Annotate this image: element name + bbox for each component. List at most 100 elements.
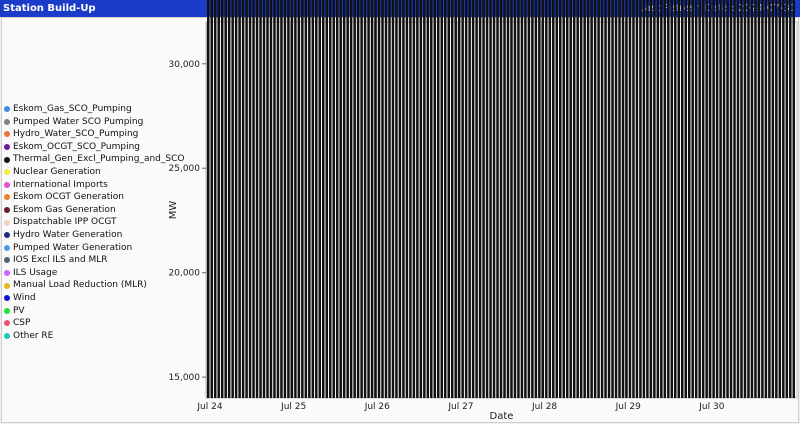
bar-segment [440, 0, 444, 398]
bar-segment [597, 0, 600, 399]
bar-segment [674, 0, 677, 399]
bar-segment [789, 0, 792, 399]
x-tick-label: Jul 28 [531, 402, 557, 412]
bar-segment [503, 0, 506, 398]
bar-segment [384, 0, 388, 398]
bar-segment [667, 0, 670, 399]
bar-segment [269, 0, 273, 399]
bar-segment [252, 0, 255, 398]
bar-segment [715, 0, 719, 398]
legend-item[interactable]: Pumped Water SCO Pumping [4, 116, 172, 129]
bar-segment [356, 0, 360, 399]
x-tick-label: Jul 26 [364, 402, 390, 412]
bar-segment [315, 0, 318, 399]
legend-item[interactable]: IOS Excl ILS and MLR [4, 254, 172, 267]
legend-item[interactable]: Dispatchable IPP OCGT [4, 216, 172, 229]
legend-marker [4, 295, 10, 302]
legend-label: Hydro_Water_SCO_Pumping [13, 129, 139, 140]
legend-label: Manual Load Reduction (MLR) [13, 280, 147, 291]
bar-segment [437, 0, 440, 399]
bar-segment [548, 0, 552, 399]
bar-segment [238, 0, 241, 399]
bar-segment [639, 0, 642, 399]
bar-segment [510, 0, 513, 398]
legend-item[interactable]: Eskom Gas Generation [4, 204, 172, 217]
bar-segment [684, 0, 687, 398]
bar-segment [649, 0, 653, 399]
legend-item[interactable]: Hydro_Water_SCO_Pumping [4, 128, 172, 141]
bar-segment [701, 0, 705, 399]
bar-segment [447, 0, 450, 399]
bar-segment [468, 0, 471, 399]
bar-segment [217, 0, 220, 399]
legend-item[interactable]: Eskom OCGT Generation [4, 191, 172, 204]
bar-segment [294, 0, 297, 398]
bar-segment [304, 0, 308, 399]
bar-segment [572, 0, 576, 399]
bar-segment [541, 0, 545, 399]
legend-label: PV [13, 305, 25, 316]
legend-item[interactable]: Manual Load Reduction (MLR) [4, 279, 172, 292]
legend-item[interactable]: PV [4, 305, 172, 318]
bar-segment [262, 0, 266, 398]
legend-item[interactable]: Eskom_OCGT_SCO_Pumping [4, 141, 172, 154]
bar-segment [454, 0, 457, 399]
bar-segment [750, 0, 754, 398]
legend-marker [4, 307, 10, 314]
legend-marker [4, 169, 10, 176]
bar-segment [349, 0, 353, 399]
bar-segment [632, 0, 635, 398]
legend-item[interactable]: Wind [4, 292, 172, 305]
bar-segment [565, 0, 569, 399]
legend-marker [4, 320, 10, 327]
legend-item[interactable]: CSP [4, 317, 172, 330]
legend-item[interactable]: Thermal_Gen_Excl_Pumping_and_SCO [4, 153, 184, 166]
bar-segment [705, 0, 708, 399]
bar-segment [471, 0, 475, 398]
bar-segment [224, 0, 227, 398]
bar-segment [785, 0, 789, 399]
bar-segment [527, 0, 531, 399]
legend-item[interactable]: Pumped Water Generation [4, 242, 172, 255]
bar-segment [698, 0, 701, 398]
legend-item[interactable]: Nuclear Generation [4, 166, 172, 179]
bar-segment [339, 0, 342, 399]
bar-segment [248, 0, 252, 398]
bar-segment [531, 0, 534, 398]
x-tick-label: Jul 29 [615, 402, 641, 412]
bar-segment [653, 0, 656, 399]
bar-segment [433, 0, 437, 399]
bar-segment [680, 0, 684, 399]
bar-segment [524, 0, 527, 398]
bar-segment [757, 0, 761, 398]
legend-item[interactable]: ILS Usage [4, 267, 172, 280]
bar-segment [353, 0, 356, 398]
legend-marker [4, 244, 10, 251]
legend-marker [4, 106, 10, 113]
legend-item[interactable]: Hydro Water Generation [4, 229, 172, 242]
bar-segment [297, 0, 301, 399]
bar-segment [559, 0, 562, 398]
legend-label: Eskom_Gas_SCO_Pumping [13, 104, 132, 114]
bar-segment [234, 0, 238, 398]
bar-segment [367, 0, 370, 398]
bar-segment [747, 0, 750, 398]
bar-segment [646, 0, 649, 398]
legend-marker [4, 219, 10, 226]
legend-item[interactable]: Eskom_Gas_SCO_Pumping [4, 103, 172, 116]
bar-segment [694, 0, 698, 398]
legend-item[interactable]: Other RE [4, 330, 172, 343]
bar-segment [719, 0, 722, 399]
legend-item[interactable]: International Imports [4, 179, 172, 192]
bar-segment [381, 0, 384, 398]
bar-segment [642, 0, 646, 398]
legend-label: Pumped Water Generation [13, 242, 133, 253]
bar-segment [220, 0, 224, 399]
bar-segment [290, 0, 294, 399]
bar-segment [464, 0, 468, 399]
bar-segment [342, 0, 346, 399]
legend-marker [4, 118, 10, 125]
bar-segment [792, 0, 796, 398]
bar-segment [593, 0, 597, 399]
bar-segment [628, 0, 632, 399]
